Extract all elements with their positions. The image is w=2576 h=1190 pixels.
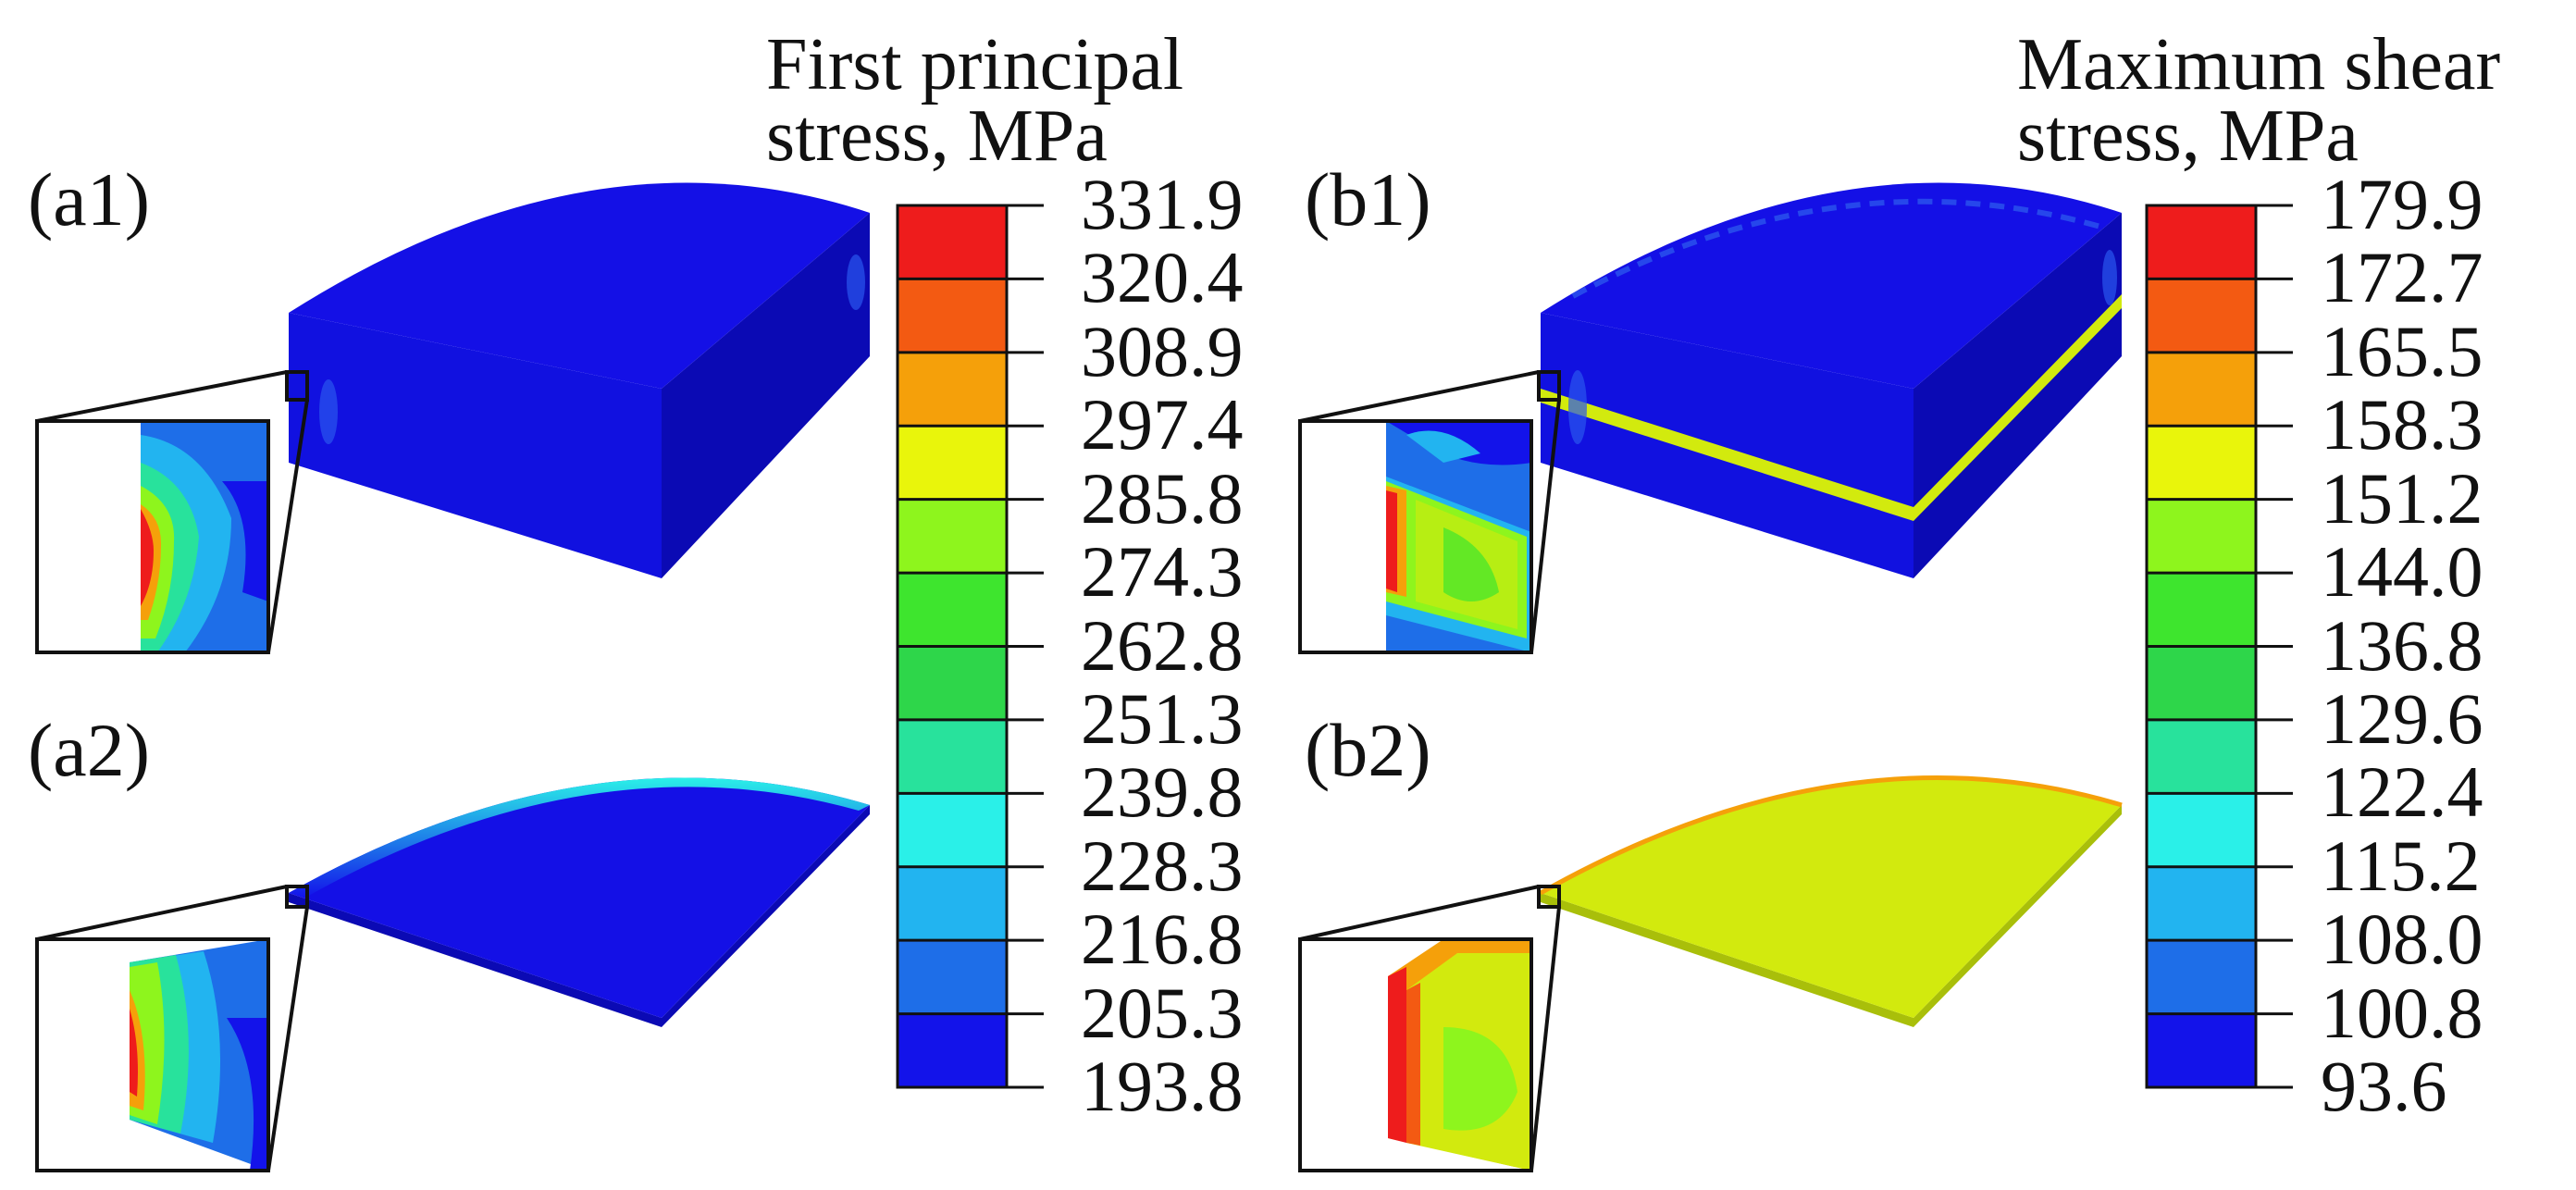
colorbar-tick-label: 115.2 bbox=[2321, 824, 2481, 906]
inset-lines-b2 bbox=[1299, 885, 1561, 1171]
colorbar-tick-label: 193.8 bbox=[1081, 1046, 1244, 1126]
model-b1 bbox=[1537, 182, 2122, 578]
colorbar-segment bbox=[898, 866, 1007, 941]
front-face bbox=[289, 313, 662, 578]
colorbar-max-shear bbox=[2145, 204, 2293, 1089]
top-face bbox=[289, 182, 870, 389]
colorbar-tick-label: 308.9 bbox=[1081, 310, 1244, 391]
colorbar-segment bbox=[898, 352, 1007, 427]
colorbar-segment bbox=[2147, 499, 2256, 574]
colorbar-tick-label: 251.3 bbox=[1081, 677, 1244, 759]
colorbar-segment bbox=[2147, 352, 2256, 427]
colorbar-first-principal bbox=[896, 204, 1044, 1089]
model-a1 bbox=[285, 182, 870, 578]
legend-title-first-principal: First principal stress, MPa bbox=[766, 24, 1184, 177]
colorbar-segment bbox=[898, 940, 1007, 1015]
colorbar-tick-label: 151.2 bbox=[2321, 457, 2483, 539]
legend-title-line1: Maximum shear bbox=[2017, 24, 2501, 105]
legend-title-max-shear: Maximum shear stress, MPa bbox=[2017, 24, 2501, 177]
colorbar-segment bbox=[898, 793, 1007, 868]
legend-title-line2: stress, MPa bbox=[2017, 94, 2359, 177]
inset-frame-a2 bbox=[35, 937, 270, 1172]
colorbar-segment bbox=[898, 1013, 1007, 1088]
colorbar-segment bbox=[2147, 205, 2256, 279]
legend-title-line2: stress, MPa bbox=[766, 94, 1108, 177]
inset-frame-b1 bbox=[1298, 419, 1533, 654]
colorbar-segment bbox=[898, 205, 1007, 279]
colorbar-segment bbox=[898, 279, 1007, 353]
colorbar-segment bbox=[898, 719, 1007, 794]
colorbar-segment bbox=[2147, 279, 2256, 353]
side-face bbox=[662, 213, 870, 578]
colorbar-tick-label: 129.6 bbox=[2321, 677, 2483, 759]
colorbar-tick-label: 216.8 bbox=[1081, 899, 1244, 980]
colorbar-segment bbox=[898, 646, 1007, 721]
inset-frame-b2 bbox=[1298, 937, 1533, 1172]
colorbar-tick-label: 108.0 bbox=[2321, 899, 2483, 980]
colorbar-segment bbox=[2147, 646, 2256, 721]
inset-b1 bbox=[1300, 421, 1531, 652]
inset-lines-b1 bbox=[1299, 370, 1561, 653]
panel-label-a1: (a1) bbox=[28, 157, 151, 242]
model-b2 bbox=[1537, 775, 2123, 1027]
colorbar-tick-label: 100.8 bbox=[2321, 972, 2483, 1053]
panel-label-b1: (b1) bbox=[1305, 157, 1431, 242]
inset-frame-a1 bbox=[35, 419, 270, 654]
colorbar-segment bbox=[2147, 426, 2256, 501]
model-a2 bbox=[285, 777, 870, 1027]
inset-a2 bbox=[37, 939, 268, 1171]
colorbar-tick-label: 331.9 bbox=[1081, 164, 1244, 244]
colorbar-segment bbox=[898, 426, 1007, 501]
colorbar-segment bbox=[898, 499, 1007, 574]
colorbar-tick-label: 144.0 bbox=[2321, 531, 2483, 613]
inset-lines-a1 bbox=[36, 370, 309, 653]
colorbar-tick-label: 262.8 bbox=[1081, 604, 1244, 686]
colorbar-tick-label: 228.3 bbox=[1081, 824, 1244, 906]
colorbar-tick-label: 274.3 bbox=[1081, 531, 1244, 613]
panel-label-a2: (a2) bbox=[28, 708, 151, 792]
colorbar-segment bbox=[2147, 719, 2256, 794]
colorbar-tick-label: 136.8 bbox=[2321, 604, 2483, 686]
colorbar-segment bbox=[898, 573, 1007, 647]
colorbar-segment bbox=[2147, 866, 2256, 941]
colorbar-segment bbox=[2147, 1013, 2256, 1088]
colorbar-tick-label: 165.5 bbox=[2321, 310, 2483, 391]
colorbar-segment bbox=[2147, 793, 2256, 868]
inset-b2 bbox=[1300, 939, 1531, 1171]
colorbar-tick-label: 320.4 bbox=[1081, 237, 1244, 318]
colorbar-tick-label: 158.3 bbox=[2321, 384, 2483, 465]
colorbar-tick-label: 239.8 bbox=[1081, 751, 1244, 833]
colorbar-tick-label: 179.9 bbox=[2321, 164, 2483, 244]
colorbar-tick-label: 297.4 bbox=[1081, 384, 1244, 465]
colorbar-segment bbox=[2147, 573, 2256, 647]
legend-title-line1: First principal bbox=[766, 24, 1184, 105]
colorbar-tick-label: 205.3 bbox=[1081, 972, 1244, 1053]
colorbar-tick-label: 172.7 bbox=[2321, 237, 2483, 318]
colorbar-tick-label: 122.4 bbox=[2321, 751, 2483, 833]
colorbar-tick-label: 93.6 bbox=[2321, 1046, 2447, 1126]
panel-label-b2: (b2) bbox=[1305, 708, 1431, 792]
inset-lines-a2 bbox=[36, 885, 309, 1171]
inset-a1 bbox=[37, 421, 268, 652]
colorbar-segment bbox=[2147, 940, 2256, 1015]
colorbar-tick-label: 285.8 bbox=[1081, 457, 1244, 539]
